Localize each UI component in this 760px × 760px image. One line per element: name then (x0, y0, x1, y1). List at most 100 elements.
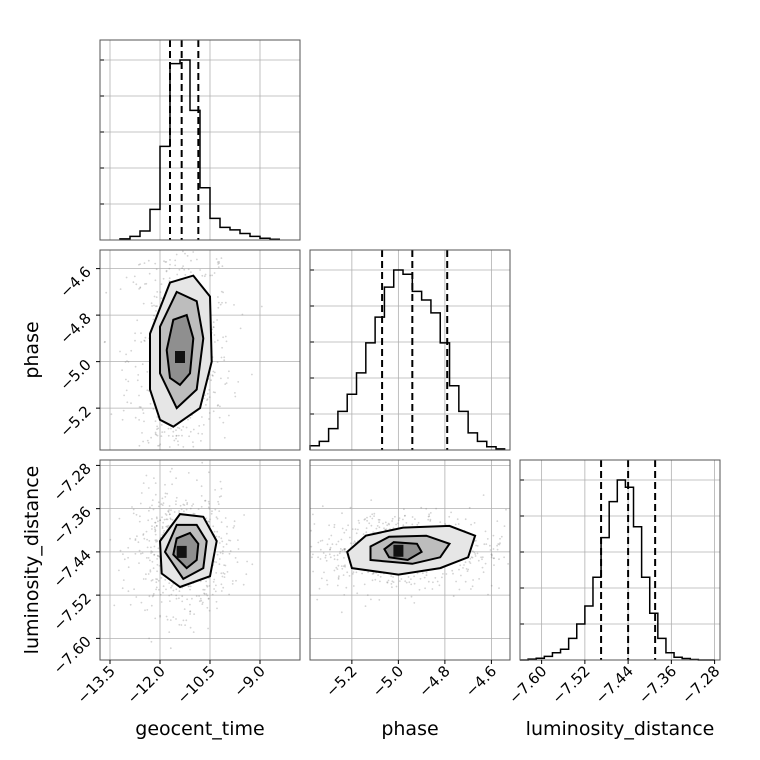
scatter-point (170, 518, 172, 521)
scatter-point (156, 540, 159, 543)
scatter-point (333, 558, 336, 561)
scatter-point (355, 532, 358, 535)
scatter-point (156, 416, 159, 418)
scatter-point (333, 523, 336, 526)
scatter-point (135, 596, 138, 598)
scatter-point (245, 573, 248, 576)
scatter-point (168, 582, 171, 584)
scatter-point (147, 573, 150, 575)
scatter-point (180, 508, 183, 511)
scatter-point (341, 567, 344, 570)
scatter-point (372, 531, 375, 534)
scatter-point (458, 568, 460, 571)
scatter-point (407, 576, 410, 578)
scatter-point (206, 398, 209, 400)
scatter-point (175, 500, 177, 502)
scatter-point (174, 264, 177, 267)
scatter-point (212, 326, 215, 328)
scatter-point (208, 502, 211, 505)
scatter-point (167, 524, 170, 527)
scatter-point (428, 513, 430, 516)
scatter-point (155, 539, 158, 541)
scatter-point (229, 550, 232, 552)
scatter-point (346, 571, 349, 574)
scatter-point (474, 539, 477, 542)
tick-label-y-phase: −5.0 (56, 356, 94, 394)
scatter-point (372, 571, 375, 574)
scatter-point (222, 291, 225, 294)
scatter-point (156, 554, 159, 557)
scatter-point (326, 543, 329, 546)
scatter-point (139, 263, 142, 265)
scatter-point (210, 512, 213, 515)
scatter-point (328, 538, 330, 540)
tick-label-y-luminosity-distance: −7.28 (50, 460, 95, 505)
scatter-point (470, 523, 472, 526)
scatter-point (223, 436, 226, 439)
panel-phase-vs-luminosity-distance (309, 459, 511, 661)
scatter-point (212, 326, 215, 329)
scatter-point (135, 283, 138, 286)
scatter-point (131, 506, 133, 508)
scatter-point (130, 402, 132, 405)
scatter-point (142, 440, 145, 443)
scatter-point (218, 558, 221, 560)
contour-level-3 (158, 513, 218, 589)
scatter-point (169, 259, 171, 261)
scatter-point (183, 504, 186, 506)
scatter-point (122, 409, 125, 412)
scatter-point (189, 603, 191, 606)
scatter-point (371, 573, 374, 575)
scatter-point (392, 581, 395, 583)
contour-level-2 (159, 290, 205, 410)
scatter-point (121, 369, 123, 371)
scatter-point (496, 544, 498, 547)
scatter-point (165, 615, 168, 618)
scatter-point (165, 269, 168, 272)
scatter-point (217, 306, 220, 309)
scatter-point (221, 301, 223, 304)
scatter-point (156, 291, 159, 293)
scatter-point (232, 526, 235, 529)
scatter-point (110, 413, 113, 416)
scatter-point (151, 518, 153, 520)
tick-label-x-luminosity-distance: −7.28 (678, 662, 723, 707)
tick-label-y-luminosity-distance: −7.36 (50, 503, 95, 548)
scatter-point (162, 585, 165, 588)
scatter-point (234, 395, 237, 398)
scatter-point (138, 562, 140, 564)
scatter-point (432, 581, 434, 584)
scatter-point (204, 273, 207, 276)
scatter-point (134, 538, 137, 540)
scatter-point (154, 530, 157, 533)
scatter-point (373, 512, 376, 515)
xlabel-geocent-time: geocent_time (135, 718, 264, 740)
scatter-point (175, 429, 177, 431)
scatter-point (165, 588, 167, 591)
tick-label-x-geocent-time: −13.5 (74, 662, 119, 707)
scatter-point (481, 556, 484, 559)
scatter-point (143, 340, 146, 342)
scatter-point (149, 506, 151, 509)
scatter-point (216, 361, 219, 363)
scatter-point (161, 534, 164, 536)
scatter-point (425, 507, 428, 510)
scatter-point (103, 341, 106, 344)
scatter-point (225, 543, 228, 546)
scatter-point (184, 252, 186, 255)
scatter-point (184, 274, 187, 276)
scatter-point (214, 508, 217, 511)
scatter-point (410, 578, 412, 580)
scatter-point (457, 523, 460, 525)
scatter-point (212, 370, 215, 373)
scatter-point (145, 282, 148, 285)
scatter-point (217, 500, 220, 503)
scatter-point (200, 505, 203, 508)
scatter-point (429, 512, 432, 514)
scatter-point (324, 556, 327, 559)
scatter-point (208, 396, 211, 398)
scatter-point (431, 588, 434, 590)
scatter-point (326, 583, 329, 586)
scatter-point (133, 275, 136, 278)
scatter-point (384, 528, 387, 531)
